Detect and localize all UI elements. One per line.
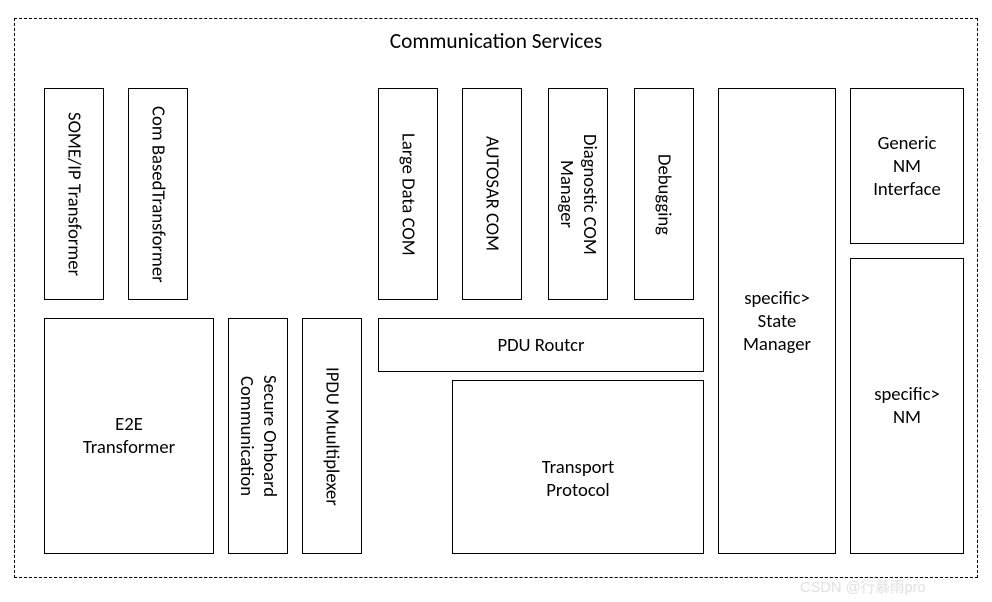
- block-com-based-transformer: Com BasedTransformer: [128, 88, 188, 300]
- label-someip: SOME/IP Transformer: [63, 112, 86, 276]
- watermark: CSDN @行慕雨pro: [800, 576, 926, 597]
- label-bnm: specific>NM: [868, 383, 946, 429]
- label-ipdu: IPDU Muultiplexer: [321, 367, 344, 506]
- block-ipdu-multiplexer: IPDU Muultiplexer: [302, 318, 362, 554]
- label-diag: Diagnostic COMManager: [555, 134, 601, 255]
- label-e2e: E2ETransformer: [77, 413, 181, 459]
- block-bus-transport-protocol: TransportProtocol: [452, 380, 704, 554]
- block-pdu-router: PDU Routcr: [378, 318, 704, 372]
- block-large-data-com: Large Data COM: [378, 88, 438, 300]
- label-secure: Secure OnboardCommunication: [235, 375, 281, 497]
- label-acom: AUTOSAR COM: [481, 136, 504, 251]
- block-debugging: Debugging: [634, 88, 694, 300]
- block-autosar-com: AUTOSAR COM: [462, 88, 522, 300]
- block-bus-state-manager: specific>StateManager: [718, 88, 836, 554]
- block-bus-specific-nm: specific>NM: [850, 258, 964, 554]
- label-pdu: PDU Routcr: [491, 334, 590, 357]
- label-gnm: GenericNMInterface: [867, 132, 947, 201]
- label-debug: Debugging: [653, 154, 676, 235]
- label-tp: TransportProtocol: [536, 433, 620, 502]
- block-e2e-transformer: E2ETransformer: [44, 318, 214, 554]
- label-sm: specific>StateManager: [737, 287, 817, 356]
- block-diagnostic-com-manager: Diagnostic COMManager: [548, 88, 608, 300]
- diagram-title: Communication Services: [14, 18, 978, 63]
- block-someip-transformer: SOME/IP Transformer: [44, 88, 104, 300]
- block-secure-onboard-communication: Secure OnboardCommunication: [228, 318, 288, 554]
- label-combased: Com BasedTransformer: [147, 106, 170, 283]
- diagram-title-text: Communication Services: [384, 28, 609, 54]
- label-ldc: Large Data COM: [397, 133, 420, 256]
- block-generic-nm-interface: GenericNMInterface: [850, 88, 964, 244]
